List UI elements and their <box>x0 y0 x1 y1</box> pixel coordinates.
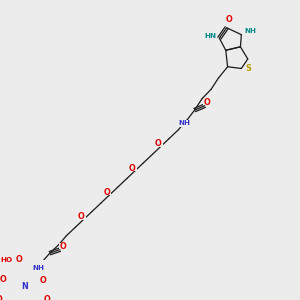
Bar <box>14 256 23 262</box>
Text: O: O <box>78 212 84 221</box>
Text: O: O <box>0 296 3 300</box>
Text: NH: NH <box>32 265 44 271</box>
Text: O: O <box>40 276 47 285</box>
Text: S: S <box>246 64 252 73</box>
Text: HN: HN <box>204 33 216 39</box>
Bar <box>76 214 85 220</box>
Bar <box>102 189 111 196</box>
Text: O: O <box>154 140 161 148</box>
Text: O: O <box>129 164 136 173</box>
Bar <box>203 99 211 105</box>
Text: NH: NH <box>244 28 256 34</box>
Bar <box>128 165 137 171</box>
Bar <box>39 278 47 284</box>
Text: O: O <box>15 255 22 264</box>
Text: N: N <box>21 282 28 291</box>
Text: O: O <box>103 188 110 197</box>
Bar <box>224 17 232 23</box>
Bar <box>1 257 13 263</box>
Bar <box>32 264 44 272</box>
Text: O: O <box>59 242 66 251</box>
Bar <box>0 276 7 282</box>
Bar <box>0 297 4 300</box>
Bar <box>205 33 216 39</box>
Bar <box>43 297 51 300</box>
Text: HO: HO <box>1 257 13 263</box>
Bar <box>153 141 163 147</box>
Bar <box>244 65 253 71</box>
Bar <box>245 28 256 34</box>
Text: O: O <box>204 98 211 107</box>
Text: NH: NH <box>178 120 190 126</box>
Bar <box>58 243 67 249</box>
Bar <box>178 120 190 127</box>
Bar <box>20 283 28 290</box>
Text: O: O <box>0 275 7 284</box>
Text: O: O <box>225 15 232 24</box>
Text: O: O <box>44 296 50 300</box>
